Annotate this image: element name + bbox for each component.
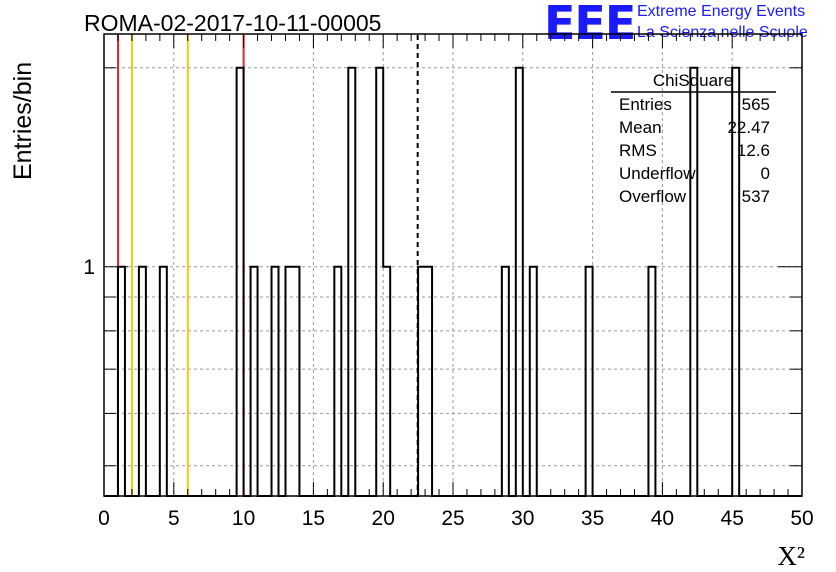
- stat-value: 537: [742, 187, 770, 206]
- logo-tagline-1: Extreme Energy Events: [637, 3, 806, 20]
- stat-value: 565: [742, 95, 770, 114]
- reference-lines: [116, 35, 419, 496]
- x-tick-label: 35: [581, 507, 604, 530]
- x-tick-label: 25: [441, 507, 464, 530]
- x-tick-label: 50: [790, 507, 813, 530]
- x-tick-label: 40: [651, 507, 674, 530]
- x-tick-label: 5: [168, 507, 180, 530]
- stat-label: Underflow: [619, 164, 696, 183]
- axis-ticks: [103, 34, 803, 496]
- stat-label: Entries: [619, 95, 672, 114]
- x-tick-label: 20: [372, 507, 395, 530]
- stat-label: Overflow: [619, 187, 687, 206]
- x-tick-label: 0: [98, 507, 110, 530]
- eee-logo: EEE: [544, 0, 636, 50]
- x-tick-label: 15: [302, 507, 325, 530]
- stat-label: Mean: [619, 118, 662, 137]
- stats-box: ChiSquare Entries 565 Mean 22.47 RMS 12.6 Under…: [611, 71, 776, 206]
- stats-box-title: ChiSquare: [653, 71, 733, 90]
- x-tick-label: 45: [721, 507, 744, 530]
- y-axis-label: Entries/bin: [9, 62, 37, 180]
- x-tick-label: 30: [511, 507, 534, 530]
- stat-value: 22.47: [727, 118, 770, 137]
- y-tick-labels: 1: [83, 256, 95, 279]
- stat-label: RMS: [619, 141, 657, 160]
- logo-tagline-2: La Scienza nelle Scuole: [637, 24, 808, 41]
- x-axis-label: X²: [777, 541, 805, 571]
- chart-title: ROMA-02-2017-10-11-00005: [84, 10, 382, 36]
- y-tick-label: 1: [83, 256, 95, 279]
- x-tick-label: 10: [232, 507, 255, 530]
- stat-value: 0: [761, 164, 770, 183]
- stat-value: 12.6: [737, 141, 770, 160]
- x-tick-labels: 0 5 10 15 20 25 30 35 40 45 50: [98, 507, 814, 530]
